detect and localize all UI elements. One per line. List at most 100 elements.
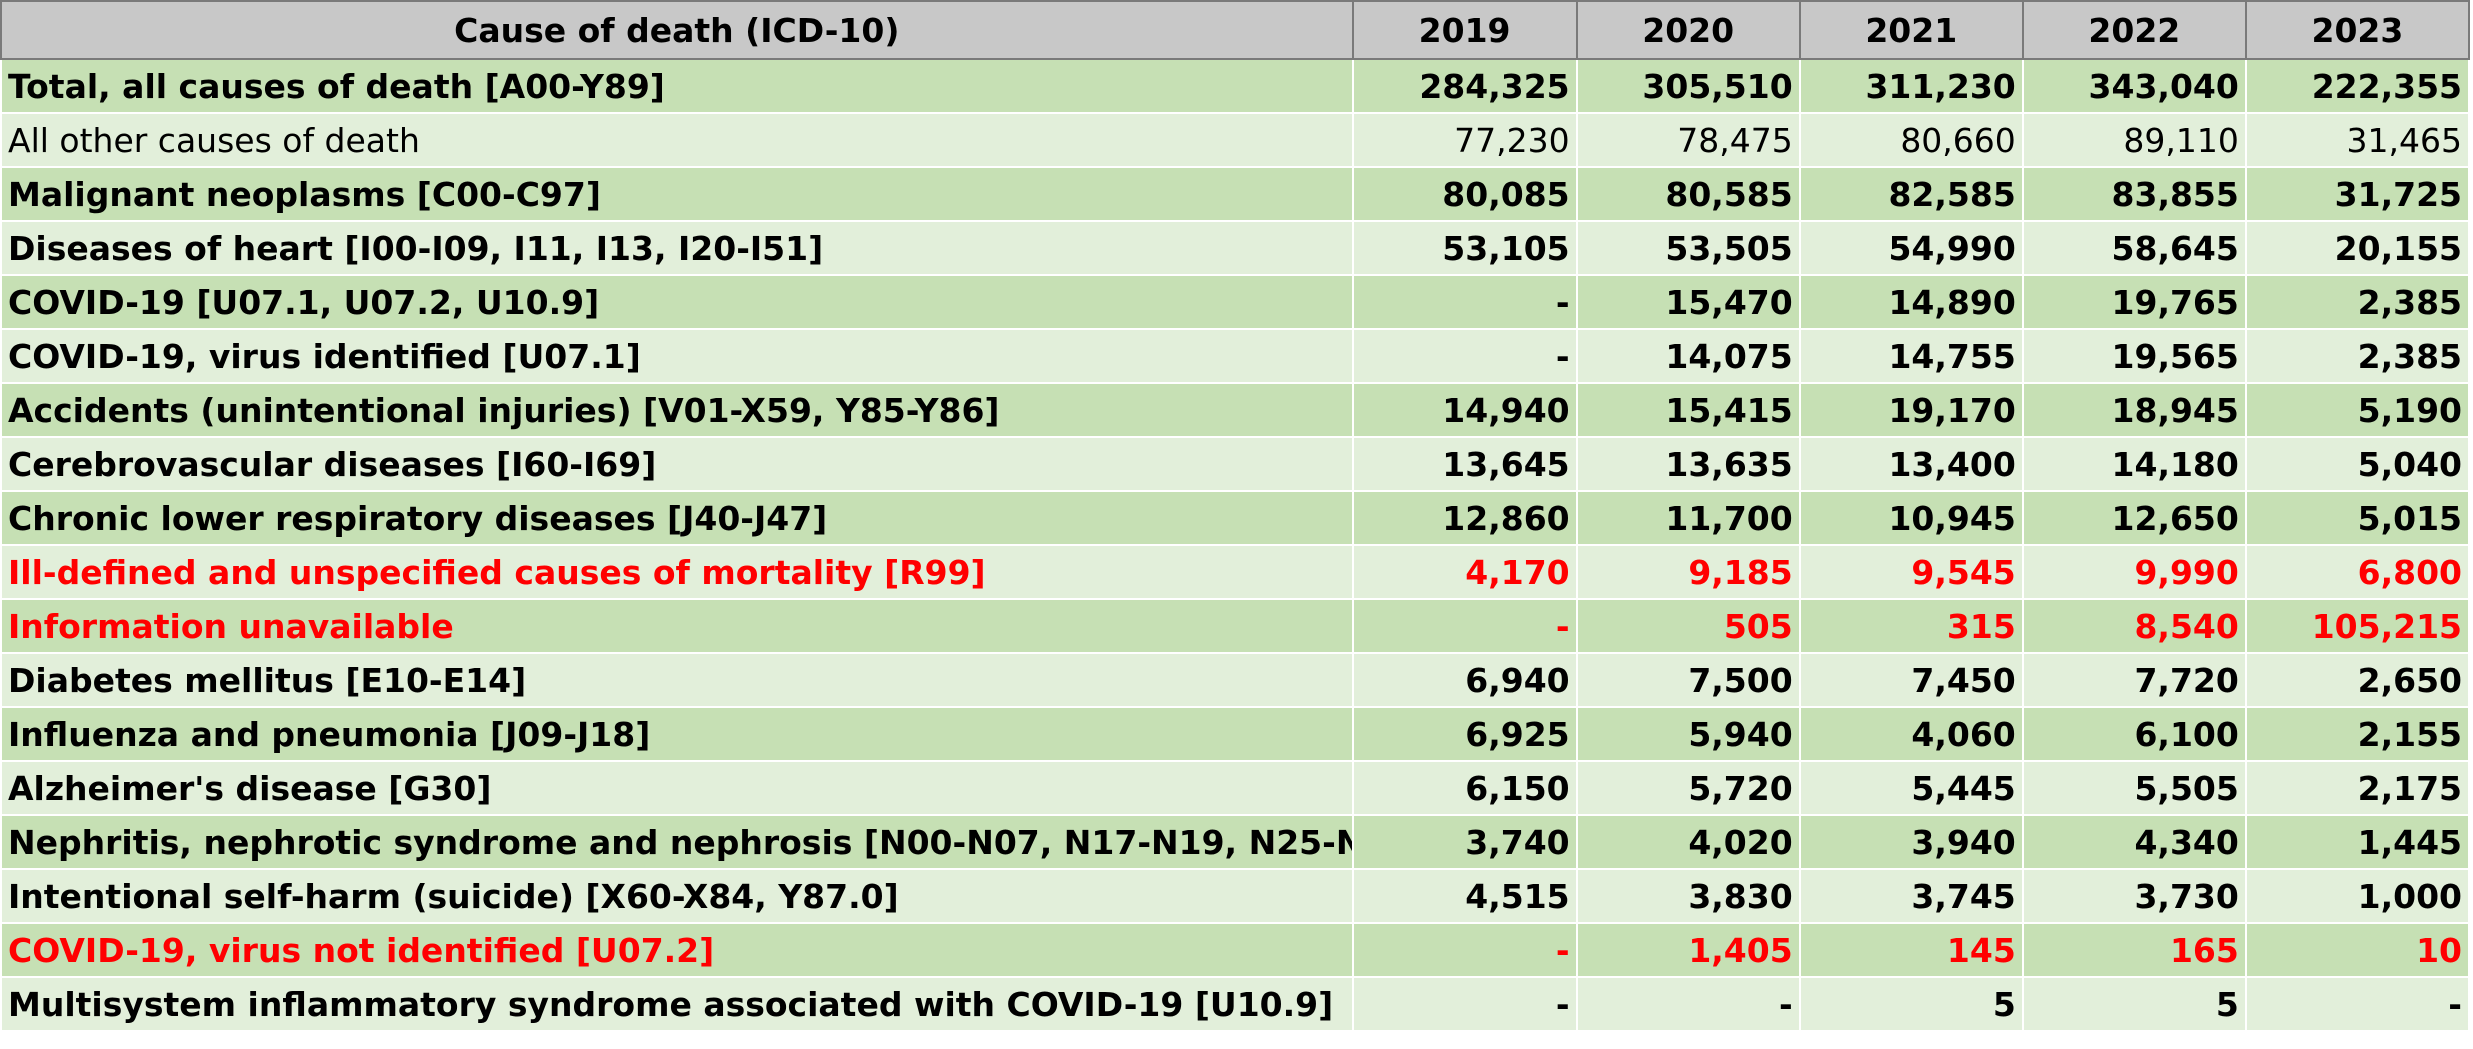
value-cell-2021: 311,230 xyxy=(1798,58,2024,114)
value-cell-2022: 58,645 xyxy=(2021,220,2247,276)
value-cell-2021: 14,890 xyxy=(1798,274,2024,330)
header-cause: Cause of death (ICD-10) xyxy=(0,0,1354,60)
table-row: Multisystem inflammatory syndrome associ… xyxy=(0,976,2471,1032)
value-cell-2022: 19,765 xyxy=(2021,274,2247,330)
value-cell-2023: 2,650 xyxy=(2244,652,2471,708)
value-cell-2019: 4,515 xyxy=(1351,868,1578,924)
value-cell-2023: - xyxy=(2244,976,2471,1032)
value-cell-2020: 15,470 xyxy=(1575,274,1801,330)
value-cell-2022: 12,650 xyxy=(2021,490,2247,546)
table-row: Information unavailable - 505 315 8,540 … xyxy=(0,598,2471,654)
table-row: COVID-19 [U07.1, U07.2, U10.9] - 15,470 … xyxy=(0,274,2471,330)
table-row: Ill-defined and unspecified causes of mo… xyxy=(0,544,2471,600)
value-cell-2023: 20,155 xyxy=(2244,220,2471,276)
cause-cell: Ill-defined and unspecified causes of mo… xyxy=(0,544,1354,600)
table-row: Malignant neoplasms [C00-C97] 80,085 80,… xyxy=(0,166,2471,222)
value-cell-2019: - xyxy=(1351,274,1578,330)
cause-cell: COVID-19 [U07.1, U07.2, U10.9] xyxy=(0,274,1354,330)
value-cell-2022: 18,945 xyxy=(2021,382,2247,438)
value-cell-2023: 1,445 xyxy=(2244,814,2471,870)
value-cell-2023: 222,355 xyxy=(2244,58,2471,114)
value-cell-2019: - xyxy=(1351,922,1578,978)
value-cell-2021: 14,755 xyxy=(1798,328,2024,384)
value-cell-2020: 14,075 xyxy=(1575,328,1801,384)
cause-cell: COVID-19, virus not identified [U07.2] xyxy=(0,922,1354,978)
value-cell-2020: 3,830 xyxy=(1575,868,1801,924)
value-cell-2021: 7,450 xyxy=(1798,652,2024,708)
value-cell-2021: 13,400 xyxy=(1798,436,2024,492)
value-cell-2020: 13,635 xyxy=(1575,436,1801,492)
value-cell-2023: 31,465 xyxy=(2244,112,2471,168)
value-cell-2021: 54,990 xyxy=(1798,220,2024,276)
value-cell-2019: 6,940 xyxy=(1351,652,1578,708)
table-row: COVID-19, virus identified [U07.1] - 14,… xyxy=(0,328,2471,384)
value-cell-2020: 80,585 xyxy=(1575,166,1801,222)
value-cell-2019: 3,740 xyxy=(1351,814,1578,870)
value-cell-2021: 19,170 xyxy=(1798,382,2024,438)
cause-cell: Influenza and pneumonia [J09-J18] xyxy=(0,706,1354,762)
table-row: Cerebrovascular diseases [I60-I69] 13,64… xyxy=(0,436,2471,492)
value-cell-2022: 19,565 xyxy=(2021,328,2247,384)
value-cell-2019: - xyxy=(1351,976,1578,1032)
value-cell-2021: 82,585 xyxy=(1798,166,2024,222)
value-cell-2023: 1,000 xyxy=(2244,868,2471,924)
value-cell-2022: 5,505 xyxy=(2021,760,2247,816)
table-row: Nephritis, nephrotic syndrome and nephro… xyxy=(0,814,2471,870)
value-cell-2019: 80,085 xyxy=(1351,166,1578,222)
value-cell-2023: 5,015 xyxy=(2244,490,2471,546)
value-cell-2019: - xyxy=(1351,598,1578,654)
value-cell-2021: 3,940 xyxy=(1798,814,2024,870)
cause-cell: Chronic lower respiratory diseases [J40-… xyxy=(0,490,1354,546)
cause-cell: Accidents (unintentional injuries) [V01-… xyxy=(0,382,1354,438)
value-cell-2022: 83,855 xyxy=(2021,166,2247,222)
table-row: Intentional self-harm (suicide) [X60-X84… xyxy=(0,868,2471,924)
cause-cell: Malignant neoplasms [C00-C97] xyxy=(0,166,1354,222)
header-2021: 2021 xyxy=(1798,0,2024,60)
value-cell-2020: 11,700 xyxy=(1575,490,1801,546)
value-cell-2020: 53,505 xyxy=(1575,220,1801,276)
value-cell-2023: 5,190 xyxy=(2244,382,2471,438)
table-row: Total, all causes of death [A00-Y89] 284… xyxy=(0,58,2471,114)
value-cell-2021: 315 xyxy=(1798,598,2024,654)
value-cell-2022: 3,730 xyxy=(2021,868,2247,924)
value-cell-2020: 7,500 xyxy=(1575,652,1801,708)
value-cell-2019: 53,105 xyxy=(1351,220,1578,276)
value-cell-2023: 105,215 xyxy=(2244,598,2471,654)
cause-cell: Information unavailable xyxy=(0,598,1354,654)
value-cell-2022: 9,990 xyxy=(2021,544,2247,600)
value-cell-2020: - xyxy=(1575,976,1801,1032)
cause-cell: Total, all causes of death [A00-Y89] xyxy=(0,58,1354,114)
value-cell-2019: 6,150 xyxy=(1351,760,1578,816)
header-2020: 2020 xyxy=(1575,0,1801,60)
value-cell-2019: 77,230 xyxy=(1351,112,1578,168)
value-cell-2022: 89,110 xyxy=(2021,112,2247,168)
value-cell-2019: 4,170 xyxy=(1351,544,1578,600)
value-cell-2023: 5,040 xyxy=(2244,436,2471,492)
cause-cell: COVID-19, virus identified [U07.1] xyxy=(0,328,1354,384)
value-cell-2020: 505 xyxy=(1575,598,1801,654)
value-cell-2023: 6,800 xyxy=(2244,544,2471,600)
value-cell-2022: 6,100 xyxy=(2021,706,2247,762)
value-cell-2019: 6,925 xyxy=(1351,706,1578,762)
value-cell-2021: 80,660 xyxy=(1798,112,2024,168)
table-row: COVID-19, virus not identified [U07.2] -… xyxy=(0,922,2471,978)
header-2023: 2023 xyxy=(2244,0,2471,60)
cause-cell: Intentional self-harm (suicide) [X60-X84… xyxy=(0,868,1354,924)
header-2019: 2019 xyxy=(1351,0,1578,60)
value-cell-2020: 4,020 xyxy=(1575,814,1801,870)
value-cell-2022: 4,340 xyxy=(2021,814,2247,870)
value-cell-2023: 2,385 xyxy=(2244,328,2471,384)
value-cell-2019: 14,940 xyxy=(1351,382,1578,438)
table-row: Accidents (unintentional injuries) [V01-… xyxy=(0,382,2471,438)
value-cell-2023: 2,175 xyxy=(2244,760,2471,816)
value-cell-2020: 9,185 xyxy=(1575,544,1801,600)
table-row: Alzheimer's disease [G30] 6,150 5,720 5,… xyxy=(0,760,2471,816)
cause-cell: Diseases of heart [I00-I09, I11, I13, I2… xyxy=(0,220,1354,276)
cause-cell: All other causes of death xyxy=(0,112,1354,168)
value-cell-2019: - xyxy=(1351,328,1578,384)
value-cell-2021: 5,445 xyxy=(1798,760,2024,816)
table-row: Influenza and pneumonia [J09-J18] 6,925 … xyxy=(0,706,2471,762)
table-row: Chronic lower respiratory diseases [J40-… xyxy=(0,490,2471,546)
table-row: Diseases of heart [I00-I09, I11, I13, I2… xyxy=(0,220,2471,276)
